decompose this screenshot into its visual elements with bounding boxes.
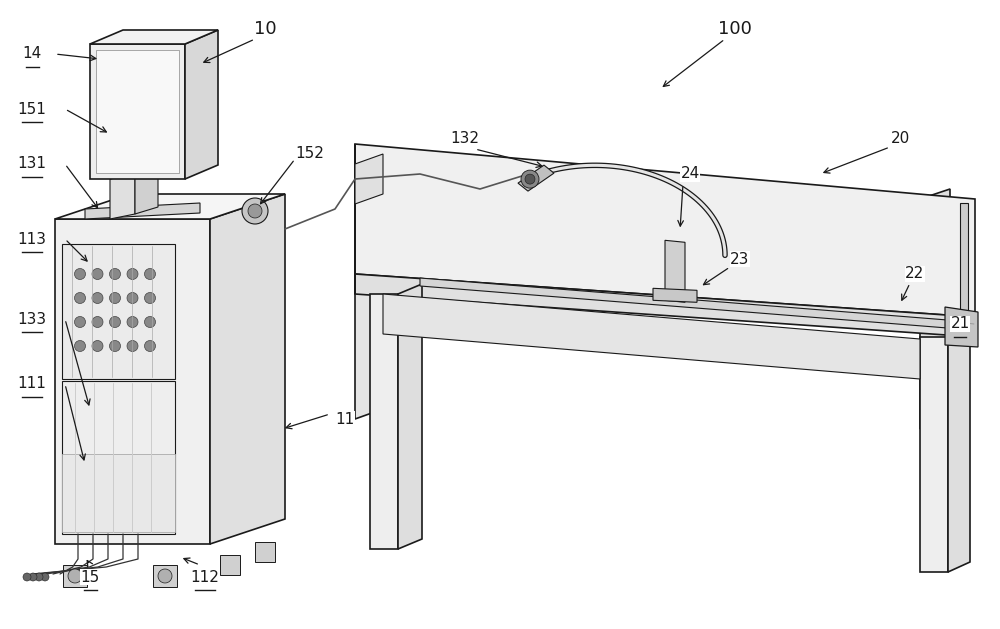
Polygon shape [110,167,158,179]
Circle shape [248,204,262,218]
Text: 10: 10 [254,20,276,38]
Polygon shape [135,167,158,214]
Text: 131: 131 [18,157,46,172]
Text: 20: 20 [890,131,910,147]
Circle shape [35,573,43,581]
Circle shape [74,269,86,279]
Circle shape [23,573,31,581]
Circle shape [92,292,103,304]
Polygon shape [518,165,554,191]
Circle shape [92,340,103,352]
Text: 133: 133 [17,311,47,326]
Circle shape [127,316,138,328]
Polygon shape [355,154,383,204]
Circle shape [92,269,103,279]
Circle shape [521,170,539,188]
Polygon shape [55,194,285,219]
Polygon shape [355,274,975,337]
Polygon shape [960,203,968,321]
Text: 24: 24 [680,167,700,182]
Polygon shape [220,555,240,575]
Polygon shape [62,381,175,534]
Circle shape [68,569,82,583]
Text: 152: 152 [296,147,324,162]
Polygon shape [110,174,135,219]
Text: 15: 15 [80,569,100,584]
Text: 11: 11 [335,411,355,426]
Circle shape [144,340,156,352]
Polygon shape [210,194,285,544]
Polygon shape [153,565,177,587]
Polygon shape [383,294,920,379]
Polygon shape [948,327,970,572]
Polygon shape [62,454,175,532]
Circle shape [127,340,138,352]
Circle shape [242,198,268,224]
Circle shape [127,269,138,279]
Circle shape [525,174,535,184]
Circle shape [109,340,120,352]
Circle shape [29,573,37,581]
Text: 14: 14 [22,47,42,62]
Polygon shape [55,219,210,544]
Circle shape [74,340,86,352]
Polygon shape [255,542,275,562]
Polygon shape [96,50,179,173]
Polygon shape [920,337,948,572]
Text: 23: 23 [730,252,750,267]
Circle shape [144,316,156,328]
Circle shape [144,292,156,304]
Polygon shape [398,284,422,549]
Text: 113: 113 [18,231,46,247]
Polygon shape [920,189,950,429]
Text: 112: 112 [191,569,219,584]
Circle shape [127,292,138,304]
Polygon shape [370,294,398,549]
Circle shape [74,292,86,304]
Text: 21: 21 [950,316,970,331]
Circle shape [109,292,120,304]
Circle shape [41,573,49,581]
Polygon shape [85,203,200,219]
Text: 111: 111 [18,377,46,391]
Polygon shape [945,307,978,347]
Polygon shape [665,240,685,303]
Text: 100: 100 [718,20,752,38]
Polygon shape [653,288,697,303]
Polygon shape [63,565,87,587]
Polygon shape [355,144,975,317]
Polygon shape [90,30,218,44]
Polygon shape [90,44,185,179]
Circle shape [92,316,103,328]
Circle shape [109,316,120,328]
Polygon shape [420,278,960,329]
Circle shape [158,569,172,583]
Polygon shape [185,30,218,179]
Circle shape [74,316,86,328]
Polygon shape [355,154,383,419]
Text: 151: 151 [18,101,46,116]
Circle shape [109,269,120,279]
Text: 132: 132 [451,131,480,147]
Circle shape [144,269,156,279]
Polygon shape [62,244,175,379]
Text: 22: 22 [905,267,925,282]
